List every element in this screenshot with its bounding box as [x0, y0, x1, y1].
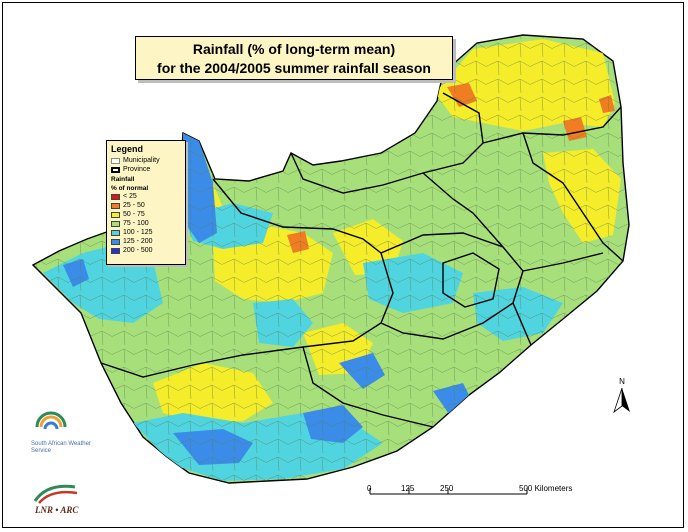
lnr-arc-logo-icon — [33, 484, 78, 504]
legend-class-label: 100 - 125 — [123, 229, 153, 236]
legend-class-swatch — [111, 220, 120, 227]
legend-class-row: 125 - 200 — [111, 237, 181, 246]
map-title: Rainfall (% of long-term mean) for the 2… — [135, 36, 453, 80]
legend-class-row: < 25 — [111, 192, 181, 201]
legend-class-label: 200 - 500 — [123, 247, 153, 254]
legend-class-swatch — [111, 202, 120, 209]
north-arrow: N — [609, 377, 635, 417]
legend-classes: < 25 25 - 50 50 - 75 75 - 100 100 - 125 125 -… — [111, 192, 181, 255]
legend-rainfall-label: Rainfall — [111, 176, 135, 183]
legend-province: Province — [111, 165, 181, 174]
scale-tick-125: 125 — [401, 484, 415, 493]
legend-municipality: Municipality — [111, 156, 181, 165]
title-line2: for the 2004/2005 summer rainfall season — [157, 60, 431, 76]
province-boundaries — [100, 92, 624, 428]
legend-class-row: 200 - 500 — [111, 246, 181, 255]
municipality-swatch — [111, 157, 120, 164]
scale-bar: 0 125 250 500 Kilometers — [365, 484, 605, 514]
north-label: N — [619, 377, 625, 386]
legend-class-label: 125 - 200 — [123, 238, 153, 245]
title-line1: Rainfall (% of long-term mean) — [192, 41, 396, 57]
legend-class-row: 100 - 125 — [111, 228, 181, 237]
legend-class-swatch — [111, 193, 120, 200]
legend-percent-label: % of normal — [111, 185, 149, 192]
province-swatch — [111, 166, 120, 173]
rainfall-zones — [33, 35, 629, 483]
lnr-arc-name: LNR • ARC — [35, 505, 79, 515]
legend-title: Legend — [111, 144, 144, 154]
municipality-lines — [33, 35, 629, 483]
legend-class-swatch — [111, 211, 120, 218]
legend-class-row: 50 - 75 — [111, 210, 181, 219]
scale-tick-250: 250 — [440, 484, 454, 493]
legend-class-label: 75 - 100 — [123, 220, 149, 227]
weather-service-logo: South African Weather Service — [31, 407, 101, 455]
scale-bar-graphic — [369, 488, 528, 495]
scale-tick-0: 0 — [367, 484, 372, 493]
legend-class-swatch — [111, 247, 120, 254]
legend-class-row: 75 - 100 — [111, 219, 181, 228]
legend-class-swatch — [111, 238, 120, 245]
legend-panel: Legend Municipality Province Rainfall % … — [106, 140, 186, 265]
north-arrow-icon — [613, 387, 630, 414]
lnr-arc-logo: LNR • ARC — [31, 479, 91, 519]
scale-tick-500: 500 Kilometers — [519, 484, 573, 493]
legend-class-label: 50 - 75 — [123, 211, 145, 218]
rainfall-map — [31, 34, 630, 484]
legend-class-label: < 25 — [123, 193, 137, 200]
legend-class-row: 25 - 50 — [111, 201, 181, 210]
weather-service-logo-icon — [35, 411, 67, 430]
legend-class-label: 25 - 50 — [123, 202, 145, 209]
weather-service-name: South African Weather Service — [31, 441, 91, 454]
legend-class-swatch — [111, 229, 120, 236]
